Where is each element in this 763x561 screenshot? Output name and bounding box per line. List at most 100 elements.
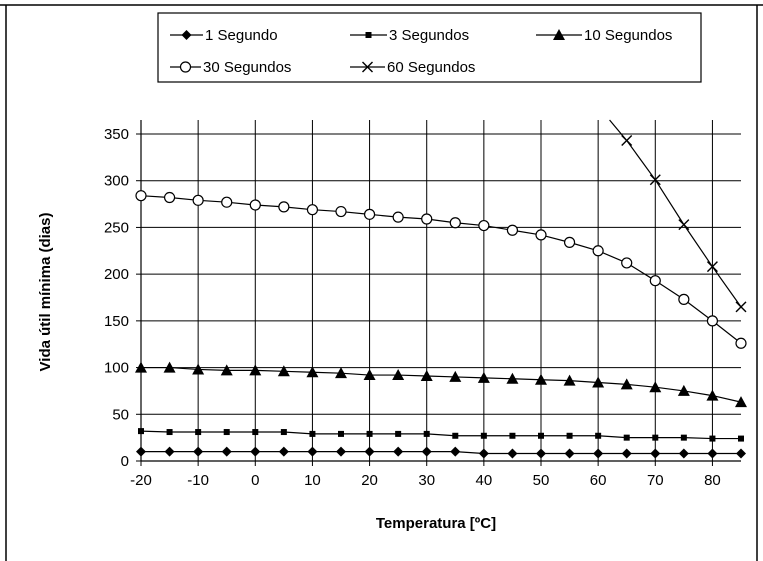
axes <box>136 120 741 466</box>
data-point <box>678 448 689 459</box>
data-point <box>250 446 261 457</box>
data-point <box>277 365 290 377</box>
series-60-segundos <box>609 119 747 313</box>
data-point <box>193 446 204 457</box>
x-tick-label: 70 <box>647 472 664 489</box>
data-point <box>678 219 690 231</box>
data-point <box>620 378 633 390</box>
series-layer <box>135 119 747 459</box>
data-point <box>192 194 204 206</box>
data-point <box>535 373 547 385</box>
data-point <box>564 448 575 459</box>
data-point <box>506 224 519 236</box>
data-point <box>538 432 544 439</box>
data-point <box>592 245 604 257</box>
data-point <box>223 429 230 436</box>
data-point <box>649 275 661 287</box>
legend-entry: 60 Segundos <box>350 59 475 76</box>
data-point <box>707 448 718 459</box>
data-point <box>421 213 433 225</box>
data-point <box>164 446 175 457</box>
data-point <box>735 396 747 408</box>
series-10-segundos <box>135 361 747 408</box>
series-line <box>609 119 742 308</box>
y-tick-label: 0 <box>121 453 129 470</box>
legend-label: 1 Segundo <box>205 27 278 44</box>
data-point <box>278 201 290 213</box>
data-point <box>649 174 661 186</box>
data-point <box>706 315 719 327</box>
legend-marker <box>553 29 565 40</box>
data-point <box>621 135 633 147</box>
data-point <box>477 371 490 383</box>
series-line <box>141 451 741 455</box>
data-point <box>623 434 630 441</box>
data-point <box>335 367 347 379</box>
legend-entry: 3 Segundos <box>350 27 469 44</box>
data-point <box>395 430 402 437</box>
data-point <box>306 366 319 378</box>
data-point <box>136 446 146 457</box>
legend-marker <box>365 32 372 38</box>
data-point <box>138 428 144 435</box>
legend-entry: 10 Segundos <box>536 27 672 44</box>
legend-label: 3 Segundos <box>389 27 469 44</box>
data-point <box>509 432 516 439</box>
data-point <box>192 363 205 375</box>
data-point <box>135 190 147 202</box>
data-point <box>280 429 287 436</box>
legend-box <box>157 12 702 83</box>
data-point <box>506 372 519 384</box>
data-point <box>650 448 661 459</box>
data-point <box>566 432 573 439</box>
data-point <box>480 432 487 439</box>
series-30-segundos <box>135 190 747 349</box>
data-point <box>392 211 404 223</box>
x-tick-label: 50 <box>533 472 550 489</box>
data-point <box>478 448 489 459</box>
y-tick-label: 100 <box>104 360 129 377</box>
data-point <box>135 361 147 373</box>
data-point <box>392 369 405 381</box>
series-1-segundo <box>136 446 746 459</box>
data-point <box>478 219 490 232</box>
data-point <box>735 301 747 313</box>
x-tick-label: 60 <box>590 472 607 489</box>
data-point <box>736 448 746 459</box>
data-point <box>249 364 262 376</box>
data-point <box>535 229 547 241</box>
y-tick-label: 50 <box>112 406 129 423</box>
data-point <box>649 381 662 393</box>
legend-label: 60 Segundos <box>387 59 475 76</box>
data-point <box>363 208 376 220</box>
legend-entry: 30 Segundos <box>170 59 291 76</box>
legend-label: 30 Segundos <box>203 59 291 76</box>
data-point <box>338 430 344 437</box>
data-point <box>706 389 719 401</box>
data-point <box>252 429 259 436</box>
x-tick-label: 10 <box>304 472 321 489</box>
data-point <box>423 430 430 437</box>
x-tick-label: -20 <box>130 472 152 489</box>
series-line <box>141 366 742 403</box>
data-point <box>421 446 432 457</box>
data-point <box>364 446 375 457</box>
y-tick-label: 350 <box>104 126 129 143</box>
data-point <box>309 430 316 437</box>
data-point <box>393 446 404 457</box>
x-tick-label: 40 <box>476 472 493 489</box>
legend-marker <box>362 61 373 73</box>
series-3-segundos <box>138 428 744 442</box>
data-point <box>738 435 744 442</box>
data-point <box>449 217 461 229</box>
data-point <box>735 337 747 349</box>
y-tick-label: 150 <box>104 313 129 330</box>
data-point <box>595 432 602 439</box>
data-point <box>652 434 659 441</box>
legend-label: 10 Segundos <box>584 27 672 44</box>
data-point <box>592 376 605 388</box>
data-point <box>450 446 461 457</box>
data-point <box>249 199 261 211</box>
data-point <box>452 432 459 439</box>
